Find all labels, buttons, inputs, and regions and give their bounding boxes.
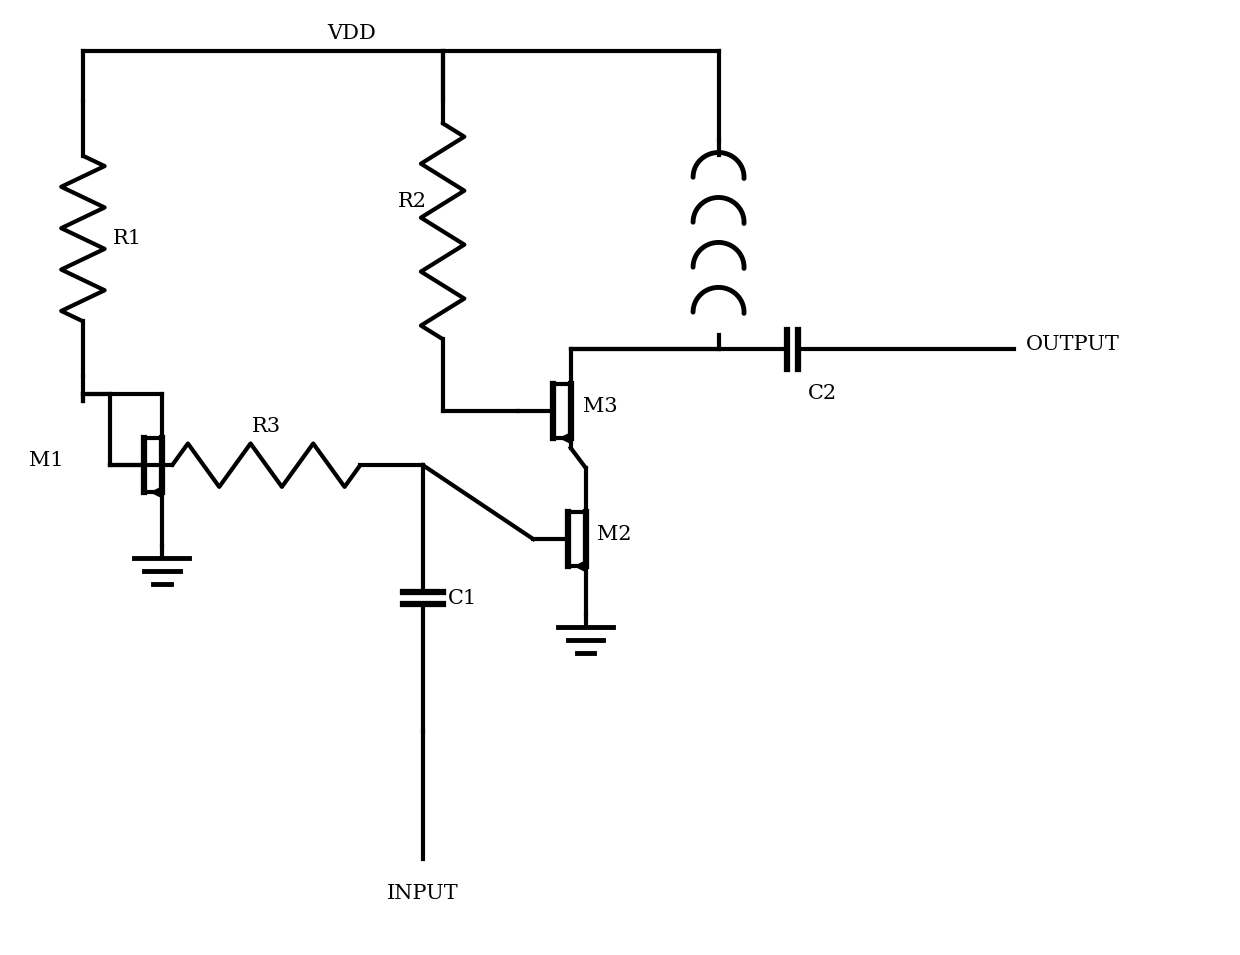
Text: M3: M3	[583, 396, 618, 415]
Text: VDD: VDD	[327, 25, 376, 43]
Text: M1: M1	[29, 451, 63, 470]
Text: C1: C1	[448, 588, 477, 607]
Text: C2: C2	[807, 384, 837, 403]
Text: INPUT: INPUT	[387, 884, 459, 903]
Text: OUTPUT: OUTPUT	[1025, 335, 1120, 354]
Text: R1: R1	[113, 229, 141, 248]
Text: R3: R3	[252, 416, 280, 435]
Text: R2: R2	[398, 192, 428, 211]
Text: M2: M2	[598, 524, 632, 543]
